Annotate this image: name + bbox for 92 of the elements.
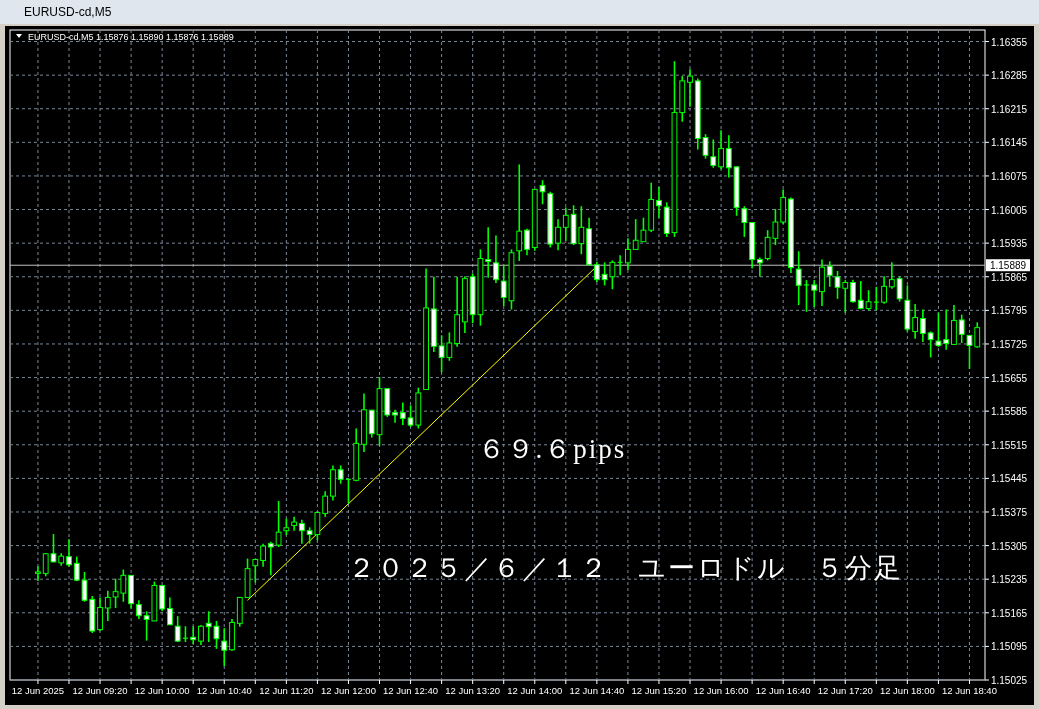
y-tick-label: 1.15515 [990, 439, 1028, 451]
y-tick-label: 1.15375 [990, 506, 1028, 518]
candlestick [198, 624, 204, 646]
y-tick-label: 1.15235 [990, 574, 1028, 586]
candlestick [865, 289, 872, 312]
candlestick [135, 599, 142, 620]
candlestick [298, 518, 305, 545]
x-tick-label: 12 Jun 18:40 [942, 685, 997, 696]
candlestick [252, 558, 259, 584]
y-tick-label: 1.16005 [990, 204, 1028, 216]
candlestick [951, 304, 957, 346]
candlestick [167, 596, 173, 626]
candlestick [795, 250, 802, 306]
candlestick [826, 260, 833, 288]
candlestick [943, 308, 950, 351]
y-tick-label: 1.15795 [990, 305, 1028, 317]
x-tick-label: 12 Jun 15:20 [631, 685, 687, 696]
x-tick-label: 12 Jun 11:20 [259, 685, 314, 696]
y-tick-label: 1.16355 [990, 36, 1028, 48]
y-tick-label: 1.15305 [990, 540, 1028, 552]
x-tick-label: 12 Jun 10:40 [196, 685, 252, 696]
x-tick-label: 12 Jun 16:40 [755, 685, 811, 696]
candlestick [896, 275, 903, 303]
chart-subtitle: EURUSD-cd,M5 1.15876 1.15890 1.15876 1.15889 [28, 32, 234, 42]
candlestick [687, 68, 693, 108]
y-tick-label: 1.15025 [990, 675, 1028, 686]
candlestick [927, 330, 934, 359]
candlestick [803, 279, 810, 313]
candlestick [337, 464, 344, 485]
x-tick-label: 12 Jun 10:00 [134, 685, 190, 696]
candlestick [399, 401, 406, 426]
y-tick-label: 1.15725 [990, 338, 1028, 350]
candlestick [710, 138, 717, 169]
x-tick-label: 12 Jun 18:00 [879, 685, 935, 696]
candlestick [625, 237, 631, 271]
candlestick [958, 313, 965, 344]
y-tick-label: 1.15165 [990, 607, 1028, 619]
candlestick [562, 206, 569, 242]
candlestick [912, 303, 919, 340]
y-tick-label: 1.15585 [990, 406, 1028, 418]
candlestick [260, 542, 266, 568]
candlestick [221, 627, 228, 667]
x-tick-label: 12 Jun 14:40 [569, 685, 625, 696]
y-tick-label: 1.15935 [990, 238, 1028, 250]
candlestick [850, 278, 856, 304]
candlestick [159, 584, 166, 613]
candlestick [725, 134, 732, 179]
x-tick-label: 12 Jun 09:20 [72, 685, 128, 696]
candlestick [97, 596, 103, 632]
candlestick [593, 261, 600, 283]
x-tick-label: 12 Jun 14:00 [507, 685, 563, 696]
annotation: ２０２５／６／１２ ユーロドル ５分足 [347, 553, 903, 583]
candlestick [881, 275, 887, 305]
candlestick [485, 226, 492, 279]
y-tick-label: 1.15445 [990, 473, 1028, 485]
candlestick [811, 279, 818, 308]
candlestick [741, 205, 748, 238]
candlestick [66, 538, 72, 568]
candlestick [190, 625, 197, 645]
annotation: ６９.６pips [477, 434, 627, 464]
candlestick [104, 589, 111, 622]
x-tick-label: 12 Jun 13:20 [445, 685, 501, 696]
candlestick [857, 280, 864, 311]
y-tick-label: 1.15865 [990, 271, 1028, 283]
candlestick [919, 308, 926, 343]
candlestick [718, 129, 724, 171]
candlestick [267, 540, 274, 577]
candlestick [555, 218, 561, 252]
candlestick [524, 227, 530, 256]
candlestick [275, 500, 282, 548]
x-tick-label: 12 Jun 17:20 [817, 685, 873, 696]
y-tick-label: 1.16145 [990, 137, 1028, 149]
candlestick [35, 565, 41, 582]
y-tick-label: 1.16215 [990, 103, 1028, 115]
candlestick [516, 163, 523, 262]
y-tick-label: 1.16075 [990, 170, 1028, 182]
candlestick [322, 490, 329, 518]
y-tick-label: 1.15655 [990, 372, 1028, 384]
ref-line-label: 1.15889 [989, 260, 1027, 272]
candlestick [656, 186, 662, 219]
x-tick-label: 12 Jun 16:00 [693, 685, 749, 696]
candlestick [756, 256, 763, 278]
chart-title: EURUSD-cd,M5 [24, 5, 112, 19]
x-tick-label: 12 Jun 2025 [11, 685, 65, 696]
x-tick-label: 12 Jun 12:40 [383, 685, 439, 696]
candlestick [493, 234, 499, 284]
y-tick-label: 1.16285 [990, 70, 1028, 82]
x-tick-label: 12 Jun 12:00 [320, 685, 376, 696]
candlestick [935, 311, 942, 348]
candlestick [888, 261, 895, 290]
y-tick-label: 1.15095 [990, 641, 1028, 653]
candlestick [174, 615, 181, 643]
